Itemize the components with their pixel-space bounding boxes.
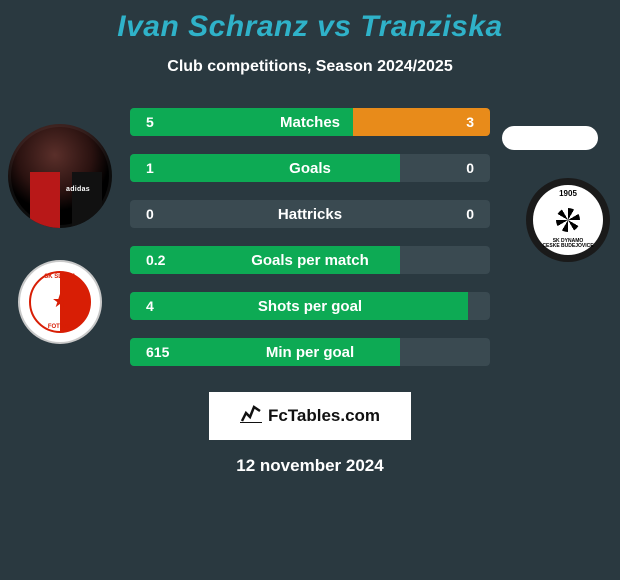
comparison-title: Ivan Schranz vs Tranziska [0, 10, 620, 44]
football-icon [556, 208, 580, 232]
club-left-text-bottom: FOTBAL [20, 324, 100, 330]
stat-value-right: 0 [450, 160, 490, 176]
kit-brand-text: adidas [66, 186, 90, 193]
club-right-inner: 1905 SK DYNAMOCESKE BUDEJOVICE [533, 185, 603, 255]
chart-icon [240, 403, 262, 429]
stat-row: 1Goals0 [130, 154, 490, 182]
stat-label: Hattricks [130, 206, 490, 223]
club-left-badge: SK SLAVIA ★ FOTBAL [18, 260, 102, 344]
stat-value-left: 1 [130, 160, 170, 176]
branding-box: FcTables.com [209, 392, 411, 440]
star-icon: ★ [52, 291, 68, 312]
stat-value-left: 4 [130, 298, 170, 314]
stat-bar-left [130, 292, 468, 320]
stat-value-right: 3 [450, 114, 490, 130]
club-right-text: SK DYNAMOCESKE BUDEJOVICE [542, 239, 593, 249]
club-right-badge: 1905 SK DYNAMOCESKE BUDEJOVICE [526, 178, 610, 262]
branding-label: FcTables.com [268, 406, 380, 426]
club-left-text-top: SK SLAVIA [20, 274, 100, 280]
stat-bar-left [130, 154, 400, 182]
season-subtitle: Club competitions, Season 2024/2025 [0, 58, 620, 76]
stat-value-left: 0.2 [130, 252, 181, 268]
club-right-year: 1905 [559, 189, 577, 198]
stat-value-left: 0 [130, 206, 170, 222]
stat-value-right: 0 [450, 206, 490, 222]
stat-row: 5Matches3 [130, 108, 490, 136]
stat-row: 4Shots per goal [130, 292, 490, 320]
stat-row: 0.2Goals per match [130, 246, 490, 274]
date-line: 12 november 2024 [0, 456, 620, 476]
stat-value-left: 615 [130, 344, 185, 360]
stat-row: 615Min per goal [130, 338, 490, 366]
stats-table: 5Matches31Goals00Hattricks00.2Goals per … [130, 108, 490, 366]
player-right-placeholder [502, 126, 598, 150]
player-left-avatar: adidas [8, 124, 112, 228]
stat-row: 0Hattricks0 [130, 200, 490, 228]
stat-value-left: 5 [130, 114, 170, 130]
